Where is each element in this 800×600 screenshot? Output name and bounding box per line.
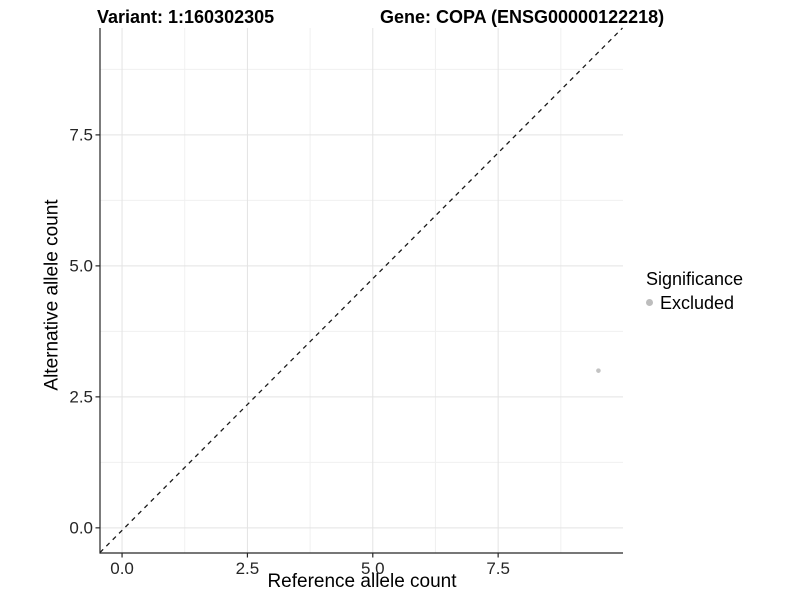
y-tick-label-2-5: 2.5 xyxy=(69,387,93,407)
legend-item-label: Excluded xyxy=(660,292,735,313)
legend-title: Significance xyxy=(646,269,744,289)
identity-dashed-line xyxy=(99,27,623,553)
data-point xyxy=(596,368,601,373)
plot-title-gene: Gene: COPA (ENSG00000122218) xyxy=(380,7,665,27)
x-tick-label-5-0: 5.0 xyxy=(360,559,385,578)
x-tick-label-7-5: 7.5 xyxy=(486,559,510,578)
x-axis-title: Reference allele count xyxy=(267,571,457,592)
legend-key-dot-icon xyxy=(646,299,653,307)
y-axis-title: Alternative allele count xyxy=(41,199,63,391)
y-tick-label-7-5: 7.5 xyxy=(69,125,93,145)
y-tick-label-5-0: 5.0 xyxy=(69,256,93,276)
plot-title-variant: Variant: 1:160302305 xyxy=(97,7,275,27)
x-tick-label-0-0: 0.0 xyxy=(110,559,134,578)
y-tick-label-0-0: 0.0 xyxy=(69,518,93,538)
x-tick-label-2-5: 2.5 xyxy=(235,559,260,578)
legend-item-excluded: Excluded xyxy=(646,294,743,312)
legend: Significance Excluded xyxy=(646,269,744,312)
